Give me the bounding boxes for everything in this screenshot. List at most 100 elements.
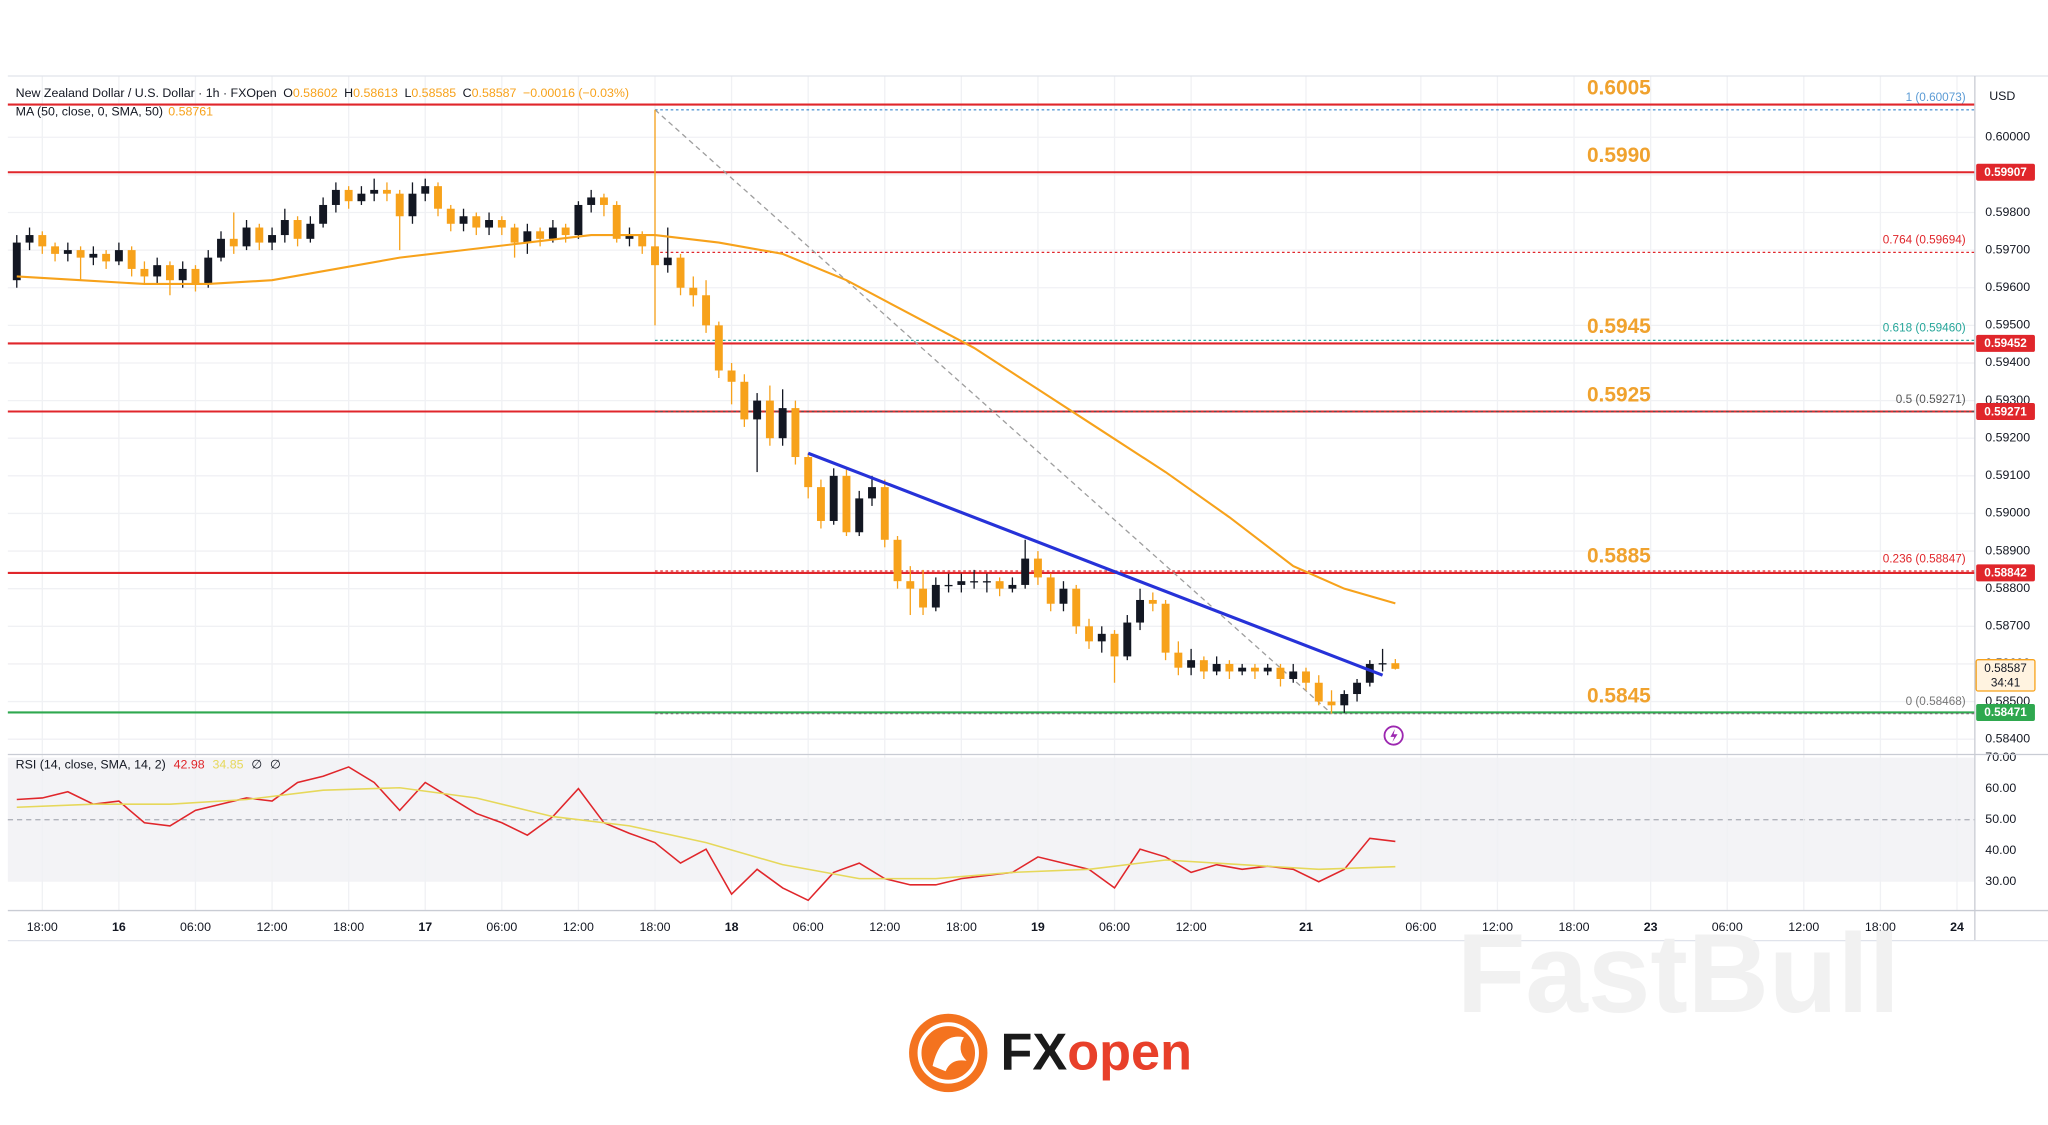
currency-label: USD xyxy=(1989,89,2015,103)
trendline xyxy=(807,451,1384,677)
candle-body xyxy=(944,584,953,587)
candle-body xyxy=(268,235,277,243)
x-tick-label: 12:00 xyxy=(257,920,288,934)
price-box xyxy=(1976,403,2035,420)
price-box-label: 0.58842 xyxy=(1984,567,2027,580)
fib-label: 0.236 (0.58847) xyxy=(1883,552,1966,565)
candle-body xyxy=(1225,663,1234,672)
candle-body xyxy=(1212,663,1221,672)
level-annotation: 0.5990 xyxy=(1587,144,1651,167)
ohlc-value: 0.58602 xyxy=(293,87,338,101)
candle-body xyxy=(651,246,659,266)
alert-bolt xyxy=(1390,729,1398,743)
candle-body xyxy=(89,253,98,258)
candle-body xyxy=(919,588,928,608)
rsi-tick-label: 40.00 xyxy=(1985,843,2016,857)
candle-body xyxy=(1046,577,1055,604)
candle-body xyxy=(523,231,532,243)
candle-body xyxy=(1378,663,1387,665)
candle-body xyxy=(625,235,634,239)
candle-body xyxy=(127,250,136,269)
x-tick-label: 06:00 xyxy=(1099,920,1130,934)
logo-fx: FX xyxy=(1000,1023,1067,1081)
candle-body xyxy=(816,487,825,521)
candle-body xyxy=(25,235,34,243)
candle-body xyxy=(880,487,889,540)
candle-body xyxy=(1302,671,1310,683)
candle-body xyxy=(1148,599,1157,604)
candle-body xyxy=(306,223,315,239)
candle-body xyxy=(331,189,340,205)
candle-body xyxy=(1161,603,1170,653)
candle-body xyxy=(242,227,251,247)
candle-body xyxy=(485,220,494,228)
x-tick-label: 18:00 xyxy=(946,920,977,934)
candle-body xyxy=(1289,671,1298,679)
x-tick-label: 18 xyxy=(725,920,739,934)
candle-body xyxy=(421,186,430,194)
x-tick-label: 18:00 xyxy=(1865,920,1896,934)
candle-body xyxy=(293,220,302,239)
candle-body xyxy=(38,235,47,247)
price-box xyxy=(1976,703,2035,721)
y-tick-label: 0.58800 xyxy=(1985,581,2030,595)
candle-body xyxy=(76,250,85,258)
candle-body xyxy=(702,295,711,326)
label-layer: 18:00 16 06:00 12:00 18:00 17 06:00 12:00 18:00 1… xyxy=(27,76,2036,934)
x-tick-label: 18:00 xyxy=(27,920,58,934)
fib-label: 1 (0.60073) xyxy=(1906,91,1966,104)
candle-body xyxy=(561,227,570,236)
candle-body xyxy=(663,257,672,266)
x-tick-label: 12:00 xyxy=(869,920,900,934)
candle-body xyxy=(51,246,60,254)
candle-body xyxy=(1059,588,1068,604)
rsi-legend: RSI (14, close, SMA, 14, 2) 42.98 34.85 ∅ ∅ xyxy=(16,758,281,772)
rsi-extra: ∅ xyxy=(270,758,281,772)
x-tick-label: 06:00 xyxy=(793,920,824,934)
candle-body xyxy=(1008,584,1017,589)
x-tick-label: 19 xyxy=(1031,920,1045,934)
candle-body xyxy=(1263,667,1272,672)
fib-label: 0 (0.58468) xyxy=(1906,695,1966,708)
candle-body xyxy=(548,227,557,239)
candle-body xyxy=(957,581,966,585)
y-tick-label: 0.59700 xyxy=(1985,242,2030,256)
candle-body xyxy=(689,287,698,296)
symbol-legend: New Zealand Dollar / U.S. Dollar · 1h · … xyxy=(16,87,629,101)
ohlc-key: H xyxy=(344,87,353,101)
level-annotation: 0.6005 xyxy=(1587,76,1651,99)
candle-body xyxy=(829,475,838,521)
candle-body xyxy=(1199,660,1208,672)
candle-body xyxy=(599,197,608,205)
x-tick-label: 12:00 xyxy=(1176,920,1207,934)
candle-body xyxy=(740,381,749,420)
price-box xyxy=(1976,334,2035,352)
candle-body xyxy=(434,186,442,209)
candle-body xyxy=(1250,667,1259,672)
rsi-line xyxy=(16,786,1396,880)
logo-ring xyxy=(917,1022,979,1084)
alert-icon xyxy=(1383,725,1404,746)
candle-body xyxy=(1085,626,1093,642)
candle-body xyxy=(319,204,328,224)
candle-body xyxy=(855,498,864,533)
candle-body xyxy=(574,204,583,236)
rsi-value: 34.85 xyxy=(212,758,243,772)
x-tick-label: 06:00 xyxy=(180,920,211,934)
x-tick-label: 12:00 xyxy=(1788,920,1819,934)
y-tick-label: 0.59500 xyxy=(1985,318,2030,332)
candle-body xyxy=(510,227,519,243)
candle-body xyxy=(370,189,379,194)
candle-body xyxy=(382,189,391,194)
ohlc-key: L xyxy=(404,87,411,101)
logo-lion xyxy=(932,1036,967,1072)
ohlc-value: 0.58587 xyxy=(472,87,517,101)
x-tick-label: 23 xyxy=(1644,920,1658,934)
candle-body xyxy=(446,208,455,224)
ohlc-key: C xyxy=(463,87,472,101)
candle-body xyxy=(868,487,876,499)
ohlc-value: 0.58613 xyxy=(353,87,398,101)
candle-body xyxy=(280,220,289,236)
